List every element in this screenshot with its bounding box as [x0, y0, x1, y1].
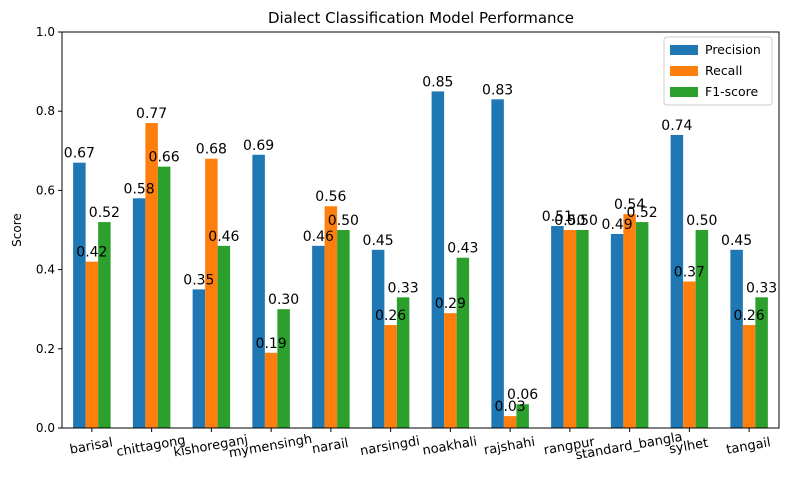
data-label: 0.29 — [435, 296, 466, 312]
bar-precision-sylhet — [670, 134, 684, 428]
x-tick-label-rajshahi: rajshahi — [483, 435, 537, 459]
y-tick-label: 0.4 — [36, 263, 55, 277]
data-label: 0.50 — [554, 213, 585, 229]
data-label: 0.50 — [328, 213, 359, 229]
bar-precision-mymensingh — [252, 154, 265, 428]
bar-f1-score-rajshahi — [516, 404, 529, 428]
bar-recall-rajshahi — [503, 416, 517, 428]
data-label: 0.03 — [495, 399, 526, 415]
bar-precision-barisal — [73, 162, 86, 428]
bar-precision-standard_bangla — [610, 233, 624, 428]
data-label: 0.51 — [542, 209, 573, 225]
bar-f1-score-kishoreganj — [217, 245, 231, 428]
data-label: 0.54 — [614, 197, 645, 213]
bar-recall-narail — [324, 206, 338, 428]
bar-f1-score-sylhet — [695, 230, 709, 428]
bar-precision-tangail — [730, 249, 743, 428]
data-label: 0.77 — [136, 106, 167, 122]
bar-precision-chittagong — [132, 198, 146, 428]
data-label: 0.50 — [567, 213, 598, 229]
legend-label-recall: Recall — [705, 63, 742, 78]
data-label: 0.26 — [375, 308, 406, 324]
y-tick-label: 0.8 — [36, 104, 55, 118]
x-tick-label-noakhali: noakhali — [421, 434, 478, 458]
data-label: 0.69 — [243, 138, 274, 154]
bar-f1-score-tangail — [755, 297, 768, 428]
x-tick-label-sylhet: sylhet — [668, 436, 709, 458]
y-axis-label: Score — [10, 213, 24, 247]
data-label: 0.52 — [627, 205, 658, 221]
bar-precision-narsingdi — [371, 249, 385, 428]
bar-precision-kishoreganj — [192, 289, 206, 428]
plot-area: 0.67 0.58 0.35 0.69 0.46 0.45 0.85 0.83 0.51 0.49… — [36, 25, 780, 463]
bar-f1-score-narail — [337, 230, 350, 428]
data-label: 0.06 — [507, 387, 538, 403]
bar-recall-rangpur — [563, 230, 577, 428]
data-label: 0.46 — [208, 229, 239, 245]
bar-precision-rangpur — [551, 226, 564, 428]
data-label: 0.46 — [303, 229, 334, 245]
data-label: 0.37 — [674, 264, 705, 280]
legend-swatch-f1-score — [670, 87, 698, 97]
data-label: 0.74 — [661, 118, 692, 134]
bar-recall-noakhali — [444, 313, 457, 428]
x-tick-label-tangail: tangail — [725, 435, 772, 458]
bar-f1-score-barisal — [98, 222, 111, 428]
bar-f1-score-chittagong — [157, 166, 171, 428]
data-label: 0.43 — [447, 241, 478, 257]
bar-precision-narail — [312, 245, 325, 428]
bar-f1-score-mymensingh — [277, 309, 290, 428]
data-label: 0.30 — [268, 292, 299, 308]
legend: Precision Recall F1-score — [663, 36, 773, 106]
data-label: 0.52 — [89, 205, 120, 221]
bar-recall-mymensingh — [264, 352, 278, 428]
bar-f1-score-noakhali — [456, 257, 470, 428]
data-label: 0.49 — [602, 217, 633, 233]
data-label: 0.33 — [746, 280, 777, 296]
legend-swatch-precision — [670, 45, 698, 55]
data-label: 0.26 — [734, 308, 765, 324]
data-label: 0.45 — [721, 233, 752, 249]
data-label: 0.68 — [196, 142, 227, 158]
legend-swatch-recall — [670, 66, 698, 76]
bar-recall-narsingdi — [384, 325, 397, 428]
axes-frame — [61, 31, 780, 429]
bar-f1-score-rangpur — [576, 230, 589, 428]
y-tick-label: 1.0 — [36, 25, 55, 39]
bar-recall-kishoreganj — [205, 158, 218, 428]
x-tick-label-narail: narail — [311, 436, 350, 457]
bar-precision-noakhali — [431, 91, 445, 429]
bar-recall-standard_bangla — [623, 214, 636, 428]
legend-label-f1-score: F1-score — [705, 84, 759, 99]
bar-precision-rajshahi — [491, 99, 504, 428]
data-label: 0.67 — [64, 146, 95, 162]
bar-f1-score-narsingdi — [396, 297, 410, 428]
x-tick-label-barisal: barisal — [69, 435, 114, 457]
bar-recall-tangail — [742, 325, 756, 428]
bar-f1-score-standard_bangla — [635, 222, 649, 428]
bar-recall-sylhet — [683, 281, 696, 428]
y-tick-label: 0.0 — [36, 421, 55, 435]
data-label: 0.85 — [422, 74, 453, 90]
data-label: 0.35 — [183, 272, 214, 288]
data-label: 0.45 — [363, 233, 394, 249]
data-label: 0.19 — [256, 336, 287, 352]
bar-recall-chittagong — [145, 123, 158, 428]
data-label: 0.33 — [388, 280, 419, 296]
x-tick-label-narsingdi: narsingdi — [359, 434, 421, 459]
data-label: 0.50 — [686, 213, 717, 229]
chart-title: Dialect Classification Model Performance — [268, 9, 574, 27]
y-tick-label: 0.2 — [36, 342, 55, 356]
y-tick-label: 0.6 — [36, 183, 55, 197]
data-label: 0.58 — [124, 181, 155, 197]
data-label: 0.56 — [315, 189, 346, 205]
data-label: 0.66 — [149, 150, 180, 166]
data-label: 0.42 — [76, 245, 107, 261]
bar-recall-barisal — [85, 261, 99, 428]
data-label: 0.83 — [482, 82, 513, 98]
legend-label-precision: Precision — [705, 42, 761, 57]
